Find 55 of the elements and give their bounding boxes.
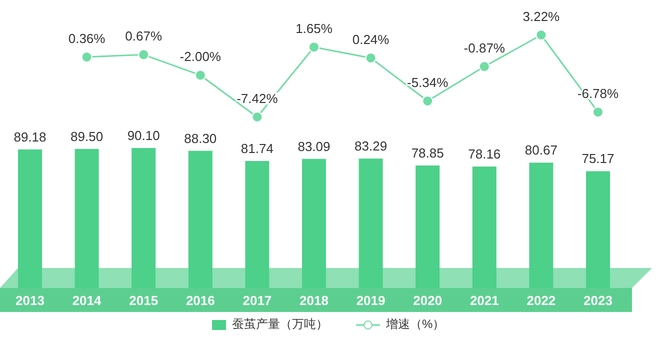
bar [245, 160, 270, 288]
legend-label: 蚕茧产量（万吨） [232, 317, 328, 331]
data-label: 80.67 [524, 142, 558, 158]
x-tick-label: 2023 [584, 293, 612, 308]
data-label: -2.00% [180, 49, 222, 64]
data-label: 89.50 [70, 128, 104, 144]
bar [529, 162, 554, 288]
bar [132, 148, 156, 288]
x-tick-label: 2022 [526, 293, 556, 308]
legend-label: 增速（%） [385, 317, 445, 331]
point [478, 61, 490, 72]
data-label: 0.36% [68, 31, 106, 46]
x-tick-label: 2020 [413, 293, 442, 308]
data-label: 0.67% [125, 28, 162, 44]
x-tick-label: 2014 [72, 293, 102, 308]
point [592, 106, 604, 118]
data-label: 3.22% [522, 9, 560, 24]
bar [416, 165, 440, 288]
data-label: -0.87% [464, 40, 506, 56]
bar [358, 158, 383, 288]
x-tick-label: 2016 [186, 293, 215, 308]
point [138, 49, 150, 60]
x-tick-label: 2015 [129, 293, 158, 308]
data-label: -5.34% [407, 74, 449, 90]
data-label: 78.16 [468, 146, 501, 162]
data-label: 0.24% [352, 32, 390, 47]
bar [18, 149, 42, 288]
data-label: 83.09 [298, 138, 330, 154]
point [536, 30, 547, 40]
x-tick-label: 2018 [300, 293, 328, 308]
data-label: 90.10 [127, 128, 160, 143]
data-label: 83.29 [354, 138, 388, 154]
point [81, 52, 92, 63]
data-label: 89.18 [14, 129, 46, 144]
data-label: 81.74 [240, 140, 274, 156]
data-label: 78.85 [411, 145, 444, 160]
point [422, 95, 434, 106]
legend: 蚕茧产量（万吨） [212, 317, 328, 331]
point [308, 42, 320, 53]
data-label: 1.65% [296, 21, 333, 36]
bar [74, 148, 99, 288]
data-label: 75.17 [582, 151, 614, 166]
point [252, 112, 263, 122]
bar [472, 166, 496, 288]
bar [302, 158, 326, 288]
x-tick-label: 2021 [470, 293, 499, 308]
bar [188, 150, 212, 288]
point [194, 70, 206, 81]
x-tick-label: 2017 [242, 293, 272, 308]
bar [586, 171, 610, 288]
point [365, 52, 376, 64]
x-tick-label: 2013 [16, 293, 44, 308]
x-tick-label: 2019 [356, 293, 386, 308]
data-label: 88.30 [184, 130, 217, 146]
legend: 增速（%） [356, 317, 445, 331]
